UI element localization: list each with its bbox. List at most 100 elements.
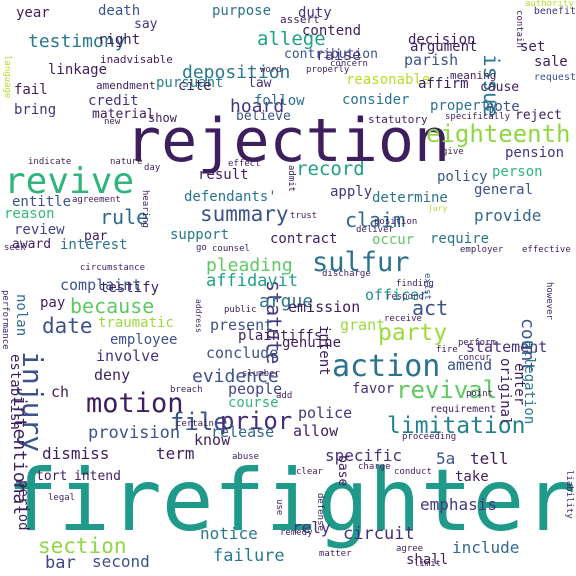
- cloud-word: assert: [280, 13, 320, 26]
- cloud-word: injury: [16, 351, 49, 453]
- cloud-word: include: [452, 538, 520, 557]
- cloud-word: concern: [330, 59, 368, 69]
- cloud-word: finding: [396, 279, 434, 289]
- cloud-word: support: [170, 227, 230, 243]
- cloud-word: claim: [345, 208, 406, 232]
- cloud-word: contain: [514, 10, 524, 48]
- cloud-word: give: [442, 147, 464, 157]
- cloud-word: revive: [4, 161, 135, 202]
- cloud-word: respond: [386, 292, 424, 302]
- cloud-word: duty: [298, 5, 332, 21]
- cloud-word: argue: [259, 291, 314, 312]
- cloud-word: liability: [564, 470, 574, 519]
- cloud-word: say: [134, 17, 158, 32]
- cloud-word: specific: [325, 446, 403, 465]
- cloud-word: decision: [408, 32, 476, 48]
- cloud-word: ch: [51, 383, 70, 401]
- cloud-word: seek: [4, 243, 26, 253]
- cloud-word: purpose: [212, 3, 272, 19]
- cloud-word: day: [144, 163, 161, 173]
- cloud-word: employer: [460, 245, 504, 255]
- cloud-word: remedy: [280, 528, 313, 538]
- cloud-word: policy: [437, 169, 488, 185]
- cloud-word: provide: [474, 206, 542, 225]
- cloud-word: jury: [428, 204, 448, 213]
- cloud-word: police: [298, 404, 353, 422]
- cloud-word: prior: [220, 407, 293, 435]
- cloud-word: enter: [511, 363, 527, 406]
- cloud-word: affirm: [418, 76, 469, 92]
- cloud-word: contribution: [284, 47, 378, 62]
- cloud-word: rely: [292, 518, 331, 537]
- cloud-word: death: [98, 3, 141, 19]
- cloud-word: file: [170, 408, 228, 436]
- cloud-word: take: [455, 469, 489, 485]
- cloud-word: apply: [330, 184, 373, 200]
- cloud-word: bar: [45, 553, 76, 573]
- cloud-word: reject: [515, 108, 562, 123]
- cloud-word: sale: [534, 54, 568, 70]
- cloud-word: property: [430, 98, 498, 114]
- cloud-word: cite: [178, 78, 212, 94]
- cloud-word: use: [274, 499, 284, 516]
- cloud-word: fail: [14, 82, 48, 98]
- cloud-word: hoard: [230, 96, 285, 117]
- cloud-word: par: [84, 229, 108, 244]
- cloud-word: shall: [406, 552, 449, 568]
- cloud-word: statement: [466, 338, 548, 356]
- cloud-word: public: [224, 305, 257, 315]
- cloud-word: credit: [88, 93, 139, 109]
- cloud-word: grant: [340, 316, 386, 334]
- cloud-word: proceeding: [402, 432, 457, 442]
- cloud-word: revival: [396, 376, 498, 404]
- cloud-word: clear: [296, 467, 324, 477]
- cloud-word: tell: [470, 449, 509, 468]
- cloud-word: consider: [342, 92, 410, 108]
- cloud-word: parish: [404, 51, 459, 69]
- cloud-word: emission: [288, 298, 361, 316]
- cloud-word: specifically: [445, 112, 511, 122]
- cloud-word: abuse: [232, 452, 260, 462]
- cloud-word: failure: [213, 546, 285, 566]
- cloud-word: matter: [319, 549, 352, 559]
- cloud-word: circuit: [343, 524, 415, 544]
- cloud-word: amend: [447, 356, 493, 374]
- cloud-word: base: [335, 455, 350, 487]
- cloud-word: receive: [384, 314, 422, 324]
- cloud-word: date: [42, 314, 93, 338]
- cloud-word: contract: [270, 231, 338, 247]
- cloud-word: hearing: [140, 190, 150, 228]
- cloud-word: requirement: [430, 404, 497, 415]
- cloud-word: effective: [522, 245, 571, 255]
- cloud-word: rejection: [125, 106, 451, 176]
- cloud-word: charge: [358, 462, 391, 472]
- cloud-word: motion: [86, 388, 184, 419]
- cloud-word: pension: [505, 145, 565, 161]
- cloud-word: performance: [0, 290, 10, 350]
- cloud-word: benefit: [533, 6, 576, 17]
- cloud-word: interest: [60, 237, 128, 253]
- cloud-word: plaintiffs': [238, 328, 331, 344]
- cloud-word: conduct: [394, 467, 432, 477]
- cloud-word: bring: [14, 102, 57, 118]
- cloud-word: statute: [262, 280, 286, 365]
- cloud-word: officer: [365, 286, 429, 304]
- cloud-word: effect: [228, 159, 261, 169]
- cloud-word: second: [92, 552, 150, 571]
- cloud-word: people: [228, 380, 283, 398]
- cloud-word: concur: [458, 353, 491, 363]
- cloud-word: notice: [200, 524, 258, 543]
- cloud-word: deliver: [356, 225, 394, 235]
- cloud-word: indicate: [28, 157, 72, 167]
- cloud-word: nature: [110, 157, 143, 167]
- cloud-word: set: [520, 39, 546, 55]
- cloud-word: circumstance: [80, 263, 146, 273]
- cloud-word: linkage: [48, 62, 108, 78]
- cloud-word: action: [332, 349, 441, 384]
- cloud-word: party: [378, 320, 448, 346]
- cloud-word: contend: [302, 23, 362, 39]
- cloud-word: release: [211, 423, 275, 441]
- cloud-word: point: [466, 389, 494, 399]
- cloud-word: intentional: [9, 396, 30, 516]
- cloud-word: pleading: [206, 255, 293, 276]
